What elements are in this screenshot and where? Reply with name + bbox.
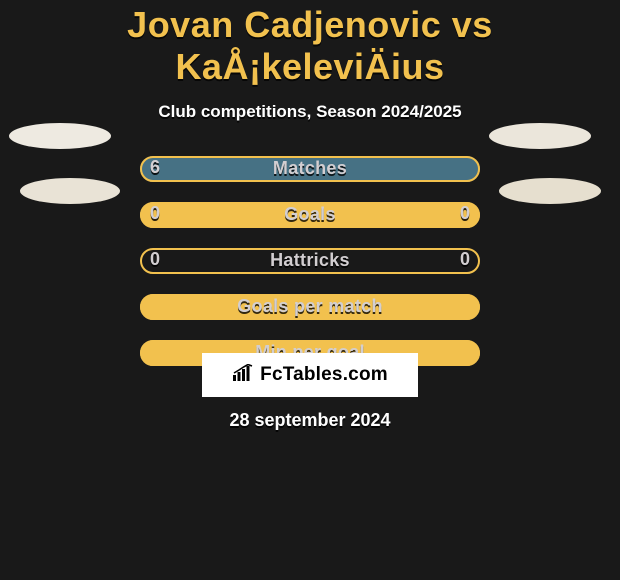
season-subtitle: Club competitions, Season 2024/2025 — [0, 102, 620, 122]
value-right: 0 — [460, 203, 470, 224]
decorative-ellipse — [489, 123, 591, 149]
value-left: 0 — [150, 249, 160, 270]
stat-row: Hattricks0 0 — [0, 248, 620, 294]
decorative-ellipse — [499, 178, 601, 204]
decorative-ellipse — [20, 178, 120, 204]
chart-icon — [232, 364, 254, 387]
stat-label: Matches — [0, 158, 620, 179]
logo-text: FcTables.com — [260, 364, 388, 386]
comparison-title: Jovan Cadjenovic vs KaÅ¡keleviÄius — [0, 0, 620, 88]
stat-label: Goals — [0, 204, 620, 225]
value-left: 0 — [150, 203, 160, 224]
stat-row: Goals per match — [0, 294, 620, 340]
stat-row: Goals0 0 — [0, 202, 620, 248]
decorative-ellipse — [9, 123, 111, 149]
stat-label: Hattricks — [0, 250, 620, 271]
fctables-logo: FcTables.com — [202, 353, 418, 397]
date-text: 28 september 2024 — [0, 410, 620, 431]
stat-label: Goals per match — [0, 296, 620, 317]
value-right: 0 — [460, 249, 470, 270]
value-left: 6 — [150, 157, 160, 178]
